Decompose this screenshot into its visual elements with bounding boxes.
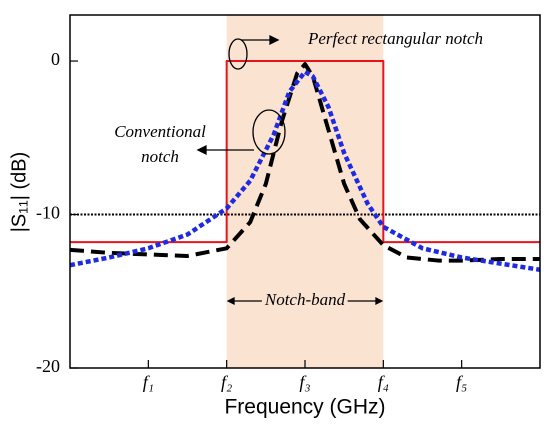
- arrow-head: [196, 144, 207, 156]
- notch-band: [226, 15, 384, 368]
- y-tick-label: -20: [36, 356, 60, 376]
- x-tick-label: f₃: [299, 372, 310, 392]
- band-layer: Notch-band: [226, 15, 384, 368]
- band-label-bg: [261, 289, 348, 309]
- series-line: [69, 62, 540, 263]
- annotation: Perfect rectangular notch: [307, 29, 483, 48]
- series-line: [70, 60, 540, 244]
- x-tick-label: f₄: [378, 372, 389, 392]
- arrow-head: [226, 297, 235, 305]
- plot-layer: [69, 60, 541, 272]
- annotation: notch: [141, 147, 179, 166]
- band-label: Notch-band: [264, 290, 346, 309]
- series-line: [69, 69, 541, 272]
- x-axis-label: Frequency (GHz): [224, 396, 385, 419]
- ellipse: [228, 38, 248, 70]
- x-tick-label: f₅: [456, 372, 467, 392]
- y-tick-label: -10: [36, 203, 60, 223]
- x-tick-label: f₁: [143, 372, 154, 392]
- x-tick-label: f₂: [221, 372, 232, 392]
- ellipse: [252, 109, 286, 155]
- y-axis-label: |S₁₁| (dB): [8, 152, 30, 233]
- arrow-head: [269, 34, 280, 46]
- annotation: Conventional: [114, 122, 206, 141]
- arrow-head: [375, 297, 384, 305]
- annotation-shapes: [196, 34, 286, 156]
- y-tick-label: 0: [51, 49, 60, 69]
